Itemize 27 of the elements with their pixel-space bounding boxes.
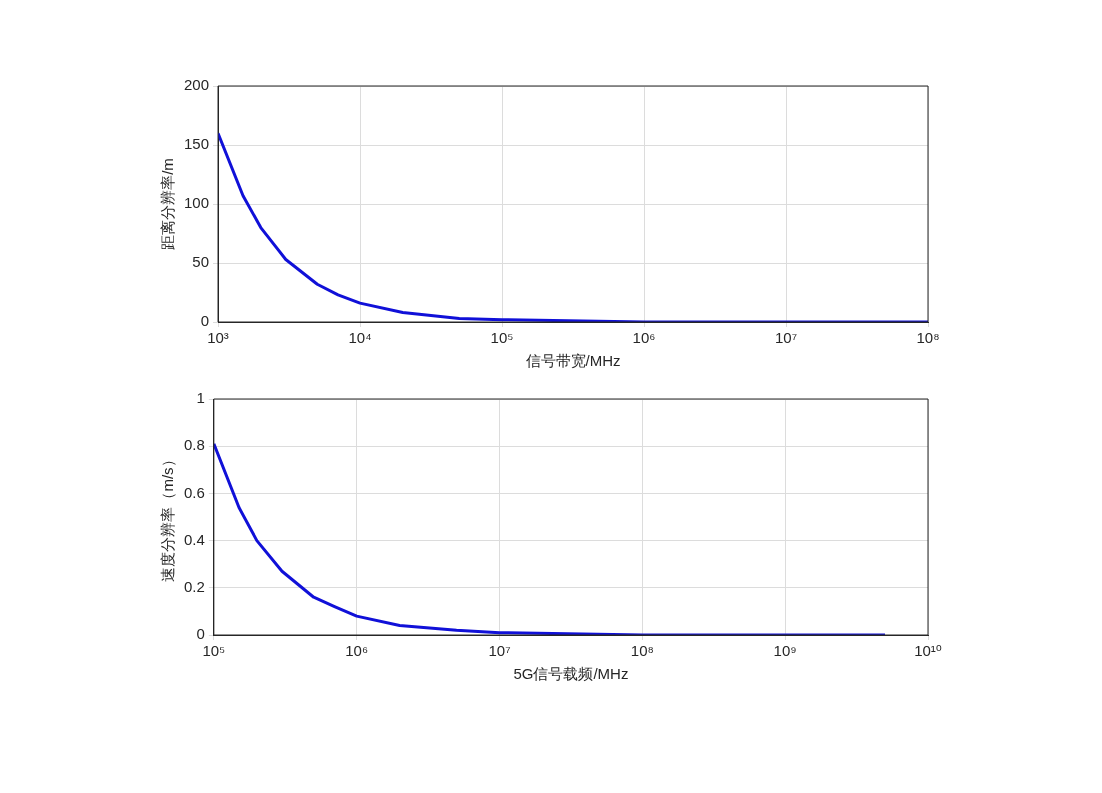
x-tick-label: 10⁷	[774, 329, 798, 347]
x-tick-label: 10⁴	[348, 329, 372, 347]
x-tick-label: 10¹⁰	[914, 642, 942, 660]
y-tick-label: 0.2	[183, 577, 205, 595]
x-tick-label: 10⁸	[916, 329, 940, 347]
y-tick-label: 0.8	[183, 436, 205, 454]
x-tick-label: 10⁷	[488, 642, 511, 660]
x-tick-label: 10⁸	[630, 642, 654, 660]
x-tick-label: 10⁵	[490, 329, 514, 347]
x-tick-label: 10³	[207, 329, 229, 347]
y-tick-label: 150	[184, 135, 210, 153]
x-axis-title: 5G信号载频/MHz	[513, 665, 629, 683]
x-tick-label: 10⁶	[632, 329, 656, 347]
y-tick-label: 1	[196, 389, 205, 407]
y-tick-label: 0.6	[183, 483, 205, 501]
y-tick-label: 0	[196, 625, 205, 643]
x-tick-label: 10⁶	[345, 642, 369, 660]
x-tick-label: 10⁵	[202, 642, 226, 660]
y-tick-label: 100	[184, 194, 210, 212]
x-axis-title: 信号带宽/MHz	[525, 352, 621, 370]
y-tick-label: 50	[192, 253, 210, 271]
y-axis-title: 距离分辨率/m	[159, 158, 177, 250]
x-tick-label: 10⁹	[773, 642, 797, 660]
y-tick-label: 200	[184, 76, 210, 94]
y-tick-label: 0.4	[183, 530, 205, 548]
y-tick-label: 0	[200, 312, 210, 330]
y-axis-title: 速度分辨率（m/s）	[159, 452, 177, 582]
